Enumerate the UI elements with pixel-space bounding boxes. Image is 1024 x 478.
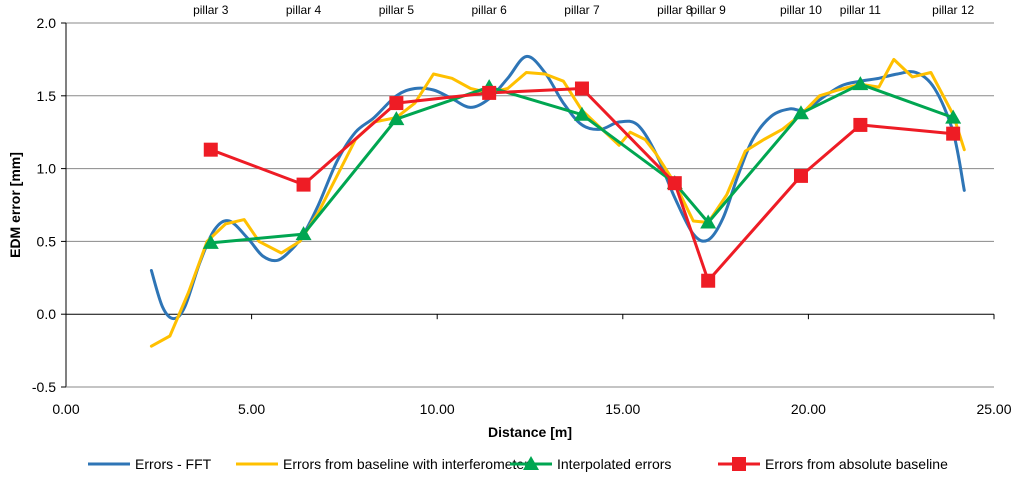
y-tick-label: 1.5 [37,88,57,104]
pillar-label: pillar 7 [564,3,600,17]
x-tick-label: 25.00 [976,401,1011,417]
data-point-errors-from-absolute-baseline [203,142,218,157]
x-tick-label: 15.00 [605,401,640,417]
legend: Errors - FFT Errors from baseline with in… [88,456,948,472]
data-point-errors-from-absolute-baseline [853,117,868,132]
data-point-interpolated-errors [852,76,869,91]
legend-label: Errors from baseline with interferometer [283,456,529,472]
y-axis-title: EDM error [mm] [7,152,23,258]
data-point-interpolated-errors [573,106,590,121]
pillar-label: pillar 8 [657,3,693,17]
pillar-label: pillar 5 [379,3,415,17]
pillar-label: pillar 11 [840,3,881,17]
pillar-label: pillar 9 [690,3,726,17]
y-tick-label: 0.5 [37,233,57,249]
data-point-errors-from-absolute-baseline [793,168,808,183]
legend-label: Errors - FFT [135,456,212,472]
series-markers [202,76,962,288]
data-point-errors-from-absolute-baseline [701,273,716,288]
data-point-errors-from-absolute-baseline [389,96,404,111]
series-lines [149,54,966,348]
pillar-label: pillar 12 [932,3,974,17]
x-tick-label: 5.00 [238,401,265,417]
series-line-errors-from-absolute-baseline [209,87,955,283]
data-point-errors-from-absolute-baseline [482,85,497,100]
y-tick-label: -0.5 [32,379,56,395]
data-point-errors-from-absolute-baseline [667,176,682,191]
data-point-interpolated-errors [388,111,405,126]
axes [61,22,995,388]
gridlines [66,22,994,388]
x-axis-title: Distance [m] [488,424,572,440]
x-tick-label: 20.00 [791,401,826,417]
pillar-label: pillar 6 [471,3,507,17]
legend-marker-interpolated-errors [523,456,539,470]
legend-label: Errors from absolute baseline [765,456,948,472]
data-point-errors-from-absolute-baseline [296,177,311,192]
data-point-errors-from-absolute-baseline [946,126,961,141]
y-tick-label: 0.0 [37,306,57,322]
tick-labels: -0.5 0.0 0.5 1.0 1.5 2.0 0.00 5.00 10.00 15.00 20.… [32,15,1012,417]
y-tick-label: 2.0 [37,15,57,31]
series-line-interpolated-errors [209,82,955,245]
legend-label: Interpolated errors [557,456,671,472]
legend-marker-errors-from-absolute-baseline [732,457,746,471]
x-tick-label: 10.00 [420,401,455,417]
pillar-label: pillar 10 [780,3,822,17]
x-tick-label: 0.00 [52,401,79,417]
data-point-errors-from-absolute-baseline [574,81,589,96]
data-point-interpolated-errors [202,234,219,249]
data-point-interpolated-errors [945,109,962,124]
y-tick-label: 1.0 [37,161,57,177]
data-point-interpolated-errors [700,214,717,229]
pillar-label: pillar 3 [193,3,229,17]
series-line-errors-from-baseline-with-interferometer [149,57,966,348]
pillar-label: pillar 4 [286,3,322,17]
pillar-annotations: pillar 3 pillar 4 pillar 5 pillar 6 pillar 7… [193,3,974,17]
data-point-interpolated-errors [792,105,809,120]
data-point-interpolated-errors [295,226,312,241]
